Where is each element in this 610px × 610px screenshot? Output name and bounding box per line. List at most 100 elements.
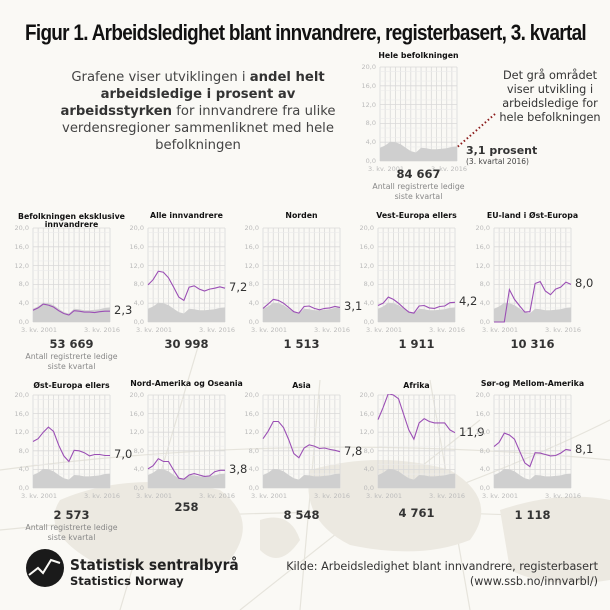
- hele-count-sub: Antall registrerte ledige siste kvartal: [372, 182, 465, 201]
- y-tick-label: 20,0: [14, 391, 29, 399]
- x-end-label: 3. kv. 2016: [429, 326, 466, 334]
- y-tick-label: 0,0: [479, 484, 490, 492]
- y-tick-label: 12,0: [14, 261, 29, 270]
- chart-1-title: Befolkningen eksklusive innvandrere: [18, 212, 125, 229]
- annotation-connector: [453, 113, 496, 151]
- logo-sub: Statistics Norway: [70, 574, 184, 588]
- chart-5-plot: [493, 227, 572, 323]
- x-end-label: 3. kv. 2016: [545, 326, 582, 334]
- y-tick-label: 16,0: [14, 242, 29, 251]
- y-tick-label: 12,0: [129, 261, 144, 270]
- y-tick-label: 4,0: [18, 465, 29, 474]
- y-tick-label: 8,0: [363, 280, 374, 289]
- y-tick-label: 12,0: [359, 261, 374, 270]
- source-line-2[interactable]: (www.ssb.no/innvarbl/): [469, 575, 598, 588]
- y-tick-label: 8,0: [248, 446, 259, 455]
- chart-2-plot: [147, 227, 226, 323]
- chart-5-end-value: 8,0: [575, 276, 594, 291]
- x-end-label: 3. kv. 2016: [545, 492, 582, 500]
- y-tick-label: 4,0: [248, 299, 259, 308]
- x-end-label: 3. kv. 2016: [199, 492, 236, 500]
- y-tick-label: 20,0: [14, 224, 29, 232]
- y-tick-label: 0,0: [18, 318, 29, 326]
- y-tick-label: 16,0: [244, 409, 259, 418]
- y-tick-label: 12,0: [359, 428, 374, 437]
- y-tick-label: 16,0: [361, 81, 376, 90]
- source-line-1: Kilde: Arbeidsledighet blant innvandrere…: [286, 560, 598, 573]
- chart-8-end-value: 7,8: [344, 443, 363, 458]
- chart-3-plot: [262, 227, 341, 323]
- x-start-label: 3. kv. 2001: [251, 326, 288, 334]
- y-tick-label: 20,0: [475, 391, 490, 399]
- hele-plot: [379, 66, 458, 162]
- y-tick-label: 0,0: [133, 484, 144, 492]
- y-tick-label: 8,0: [248, 280, 259, 289]
- hele-value-sub: (3. kvartal 2016): [466, 157, 529, 166]
- x-end-label: 3. kv. 2016: [314, 492, 351, 500]
- y-tick-label: 0,0: [479, 318, 490, 326]
- x-end-label: 3. kv. 2016: [431, 165, 468, 173]
- chart-1-end-value: 2,3: [114, 303, 133, 318]
- y-tick-label: 12,0: [244, 428, 259, 437]
- x-end-label: 3. kv. 2016: [314, 326, 351, 334]
- y-tick-label: 4,0: [363, 465, 374, 474]
- y-tick-label: 16,0: [359, 409, 374, 418]
- y-tick-label: 16,0: [14, 409, 29, 418]
- x-start-label: 3. kv. 2001: [366, 492, 403, 500]
- chart-6-end-value: 7,0: [114, 447, 133, 462]
- chart-10-end-value: 8,1: [575, 442, 594, 457]
- chart-6-count: 2 573: [53, 508, 90, 522]
- chart-9-count: 4 761: [398, 506, 435, 520]
- intro-bold: andel helt arbeidsledige i prosent av ar…: [60, 70, 325, 119]
- chart-4-plot: [377, 227, 456, 323]
- y-tick-label: 12,0: [361, 100, 376, 109]
- hele-value-label: 3,1 prosent: [466, 144, 538, 157]
- y-tick-label: 8,0: [18, 280, 29, 289]
- chart-2-count: 30 998: [164, 337, 209, 351]
- x-end-label: 3. kv. 2016: [84, 326, 121, 334]
- hele-title: Hele befolkningen: [378, 51, 459, 60]
- chart-9-plot: [377, 394, 456, 489]
- chart-6-title: Øst-Europa ellers: [33, 381, 110, 390]
- y-tick-label: 0,0: [18, 484, 29, 492]
- chart-2-end-value: 7,2: [229, 280, 248, 295]
- y-tick-label: 4,0: [479, 465, 490, 474]
- y-tick-label: 16,0: [129, 242, 144, 251]
- chart-4-title: Vest-Europa ellers: [376, 211, 457, 220]
- chart-7-count: 258: [174, 500, 199, 514]
- chart-6-count-sub: Antall registrerte ledige siste kvartal: [25, 523, 118, 542]
- y-tick-label: 20,0: [244, 391, 259, 399]
- y-tick-label: 12,0: [14, 428, 29, 437]
- logo-name: Statistisk sentralbyrå: [70, 556, 239, 574]
- chart-7-title: Nord-Amerika og Oseania: [130, 379, 243, 388]
- x-start-label: 3. kv. 2001: [136, 326, 173, 334]
- y-tick-label: 8,0: [479, 280, 490, 289]
- annotation-text: Det grå området viser utvikling i arbeid…: [499, 69, 601, 124]
- y-tick-label: 0,0: [363, 484, 374, 492]
- chart-8-plot: [262, 394, 341, 489]
- y-tick-label: 16,0: [475, 242, 490, 251]
- chart-2-title: Alle innvandrere: [150, 211, 223, 220]
- y-tick-label: 0,0: [248, 484, 259, 492]
- x-start-label: 3. kv. 2001: [482, 326, 519, 334]
- x-start-label: 3. kv. 2001: [368, 165, 405, 173]
- y-tick-label: 12,0: [244, 261, 259, 270]
- y-tick-label: 0,0: [248, 318, 259, 326]
- x-start-label: 3. kv. 2001: [136, 492, 173, 500]
- chart-6-plot: [32, 394, 111, 489]
- chart-4-end-value: 4,2: [459, 294, 478, 309]
- y-tick-label: 16,0: [129, 409, 144, 418]
- x-start-label: 3. kv. 2001: [21, 492, 58, 500]
- y-tick-label: 16,0: [244, 242, 259, 251]
- chart-3-end-value: 3,1: [344, 299, 363, 314]
- y-tick-label: 20,0: [359, 224, 374, 232]
- y-tick-label: 20,0: [475, 224, 490, 232]
- y-tick-label: 4,0: [363, 299, 374, 308]
- chart-1-count-sub: Antall registrerte ledige siste kvartal: [25, 352, 118, 371]
- x-start-label: 3. kv. 2001: [21, 326, 58, 334]
- chart-8-title: Asia: [292, 381, 311, 390]
- figure-title: Figur 1. Arbeidsledighet blant innvandre…: [25, 20, 587, 45]
- chart-4-count: 1 911: [398, 337, 435, 351]
- y-tick-label: 0,0: [365, 157, 376, 165]
- y-tick-label: 16,0: [359, 242, 374, 251]
